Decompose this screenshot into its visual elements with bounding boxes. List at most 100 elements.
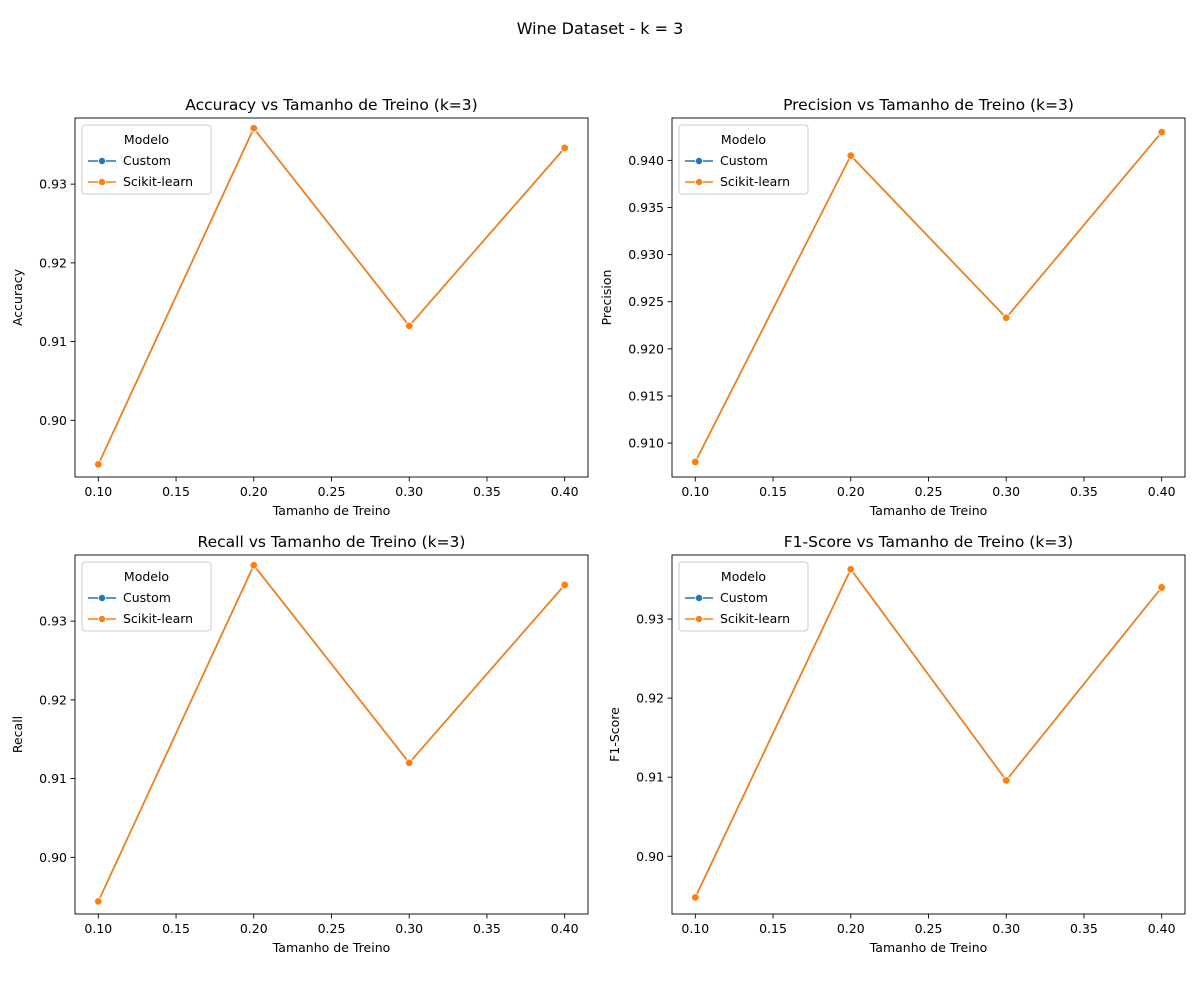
legend-label: Scikit-learn xyxy=(123,174,193,189)
y-axis-label: Accuracy xyxy=(10,268,25,326)
data-point-scikit-learn xyxy=(405,321,414,331)
x-tick-label: 0.35 xyxy=(473,484,501,499)
x-tick-label: 0.20 xyxy=(240,484,268,499)
x-tick-label: 0.40 xyxy=(1148,921,1176,936)
series-line-scikit-learn xyxy=(97,564,566,902)
data-point-scikit-learn xyxy=(1157,127,1166,137)
subplot-2: Precision vs Tamanho de Treino (k=3) 0.10… xyxy=(599,96,1186,518)
legend: Modelo Custom Scikit-learn xyxy=(81,124,212,195)
series-line-scikit-learn xyxy=(97,127,566,465)
legend-marker xyxy=(695,594,704,603)
y-tick-label: 0.930 xyxy=(628,247,664,262)
legend: Modelo Custom Scikit-learn xyxy=(81,561,212,632)
subplot-1: Accuracy vs Tamanho de Treino (k=3) 0.10 0… xyxy=(10,96,589,518)
legend-box xyxy=(81,124,212,195)
legend-label: Custom xyxy=(720,590,768,605)
y-axis-label: F1-Score xyxy=(607,707,622,762)
y-tick-label: 0.90 xyxy=(39,850,67,865)
legend-marker xyxy=(695,177,704,186)
x-axis-label: Tamanho de Treino xyxy=(869,503,988,518)
legend-marker xyxy=(98,156,107,165)
y-axis-label: Precision xyxy=(599,270,614,326)
subplot-title: Precision vs Tamanho de Treino (k=3) xyxy=(783,96,1074,114)
legend-label: Custom xyxy=(123,153,171,168)
data-point-scikit-learn xyxy=(691,893,700,902)
subplot-title: F1-Score vs Tamanho de Treino (k=3) xyxy=(784,533,1073,551)
y-tick-label: 0.93 xyxy=(39,614,67,629)
x-tick-label: 0.25 xyxy=(318,921,346,936)
data-point-scikit-learn xyxy=(1157,583,1166,592)
x-tick-label: 0.30 xyxy=(395,484,423,499)
data-point-scikit-learn xyxy=(691,457,700,467)
x-tick-label: 0.40 xyxy=(551,484,579,499)
x-tick-label: 0.10 xyxy=(681,921,709,936)
x-tick-label: 0.30 xyxy=(992,484,1020,499)
subplot-4: F1-Score vs Tamanho de Treino (k=3) 0.10 0… xyxy=(607,533,1186,955)
x-axis-label: Tamanho de Treino xyxy=(272,940,391,955)
x-tick-label: 0.20 xyxy=(837,484,865,499)
x-tick-label: 0.35 xyxy=(473,921,501,936)
y-tick-label: 0.90 xyxy=(636,849,664,864)
y-tick-label: 0.92 xyxy=(39,692,67,707)
legend-marker xyxy=(695,156,704,165)
data-point-scikit-learn xyxy=(249,561,258,570)
legend-label: Custom xyxy=(720,153,768,168)
x-tick-label: 0.15 xyxy=(759,921,787,936)
y-tick-label: 0.915 xyxy=(628,388,664,403)
legend-label: Custom xyxy=(123,590,171,605)
subplot-title: Accuracy vs Tamanho de Treino (k=3) xyxy=(185,96,477,114)
legend-title: Modelo xyxy=(721,569,766,584)
y-tick-label: 0.93 xyxy=(39,177,67,192)
legend-marker xyxy=(98,177,107,186)
y-tick-label: 0.91 xyxy=(39,334,67,349)
data-point-scikit-learn xyxy=(846,565,855,574)
y-axis-label: Recall xyxy=(10,716,25,753)
y-tick-label: 0.93 xyxy=(636,612,664,627)
data-point-scikit-learn xyxy=(560,143,569,153)
x-tick-label: 0.20 xyxy=(240,921,268,936)
legend-label: Scikit-learn xyxy=(720,174,790,189)
x-tick-label: 0.40 xyxy=(551,921,579,936)
series-line-scikit-learn xyxy=(694,568,1163,898)
legend-title: Modelo xyxy=(124,569,169,584)
x-tick-label: 0.40 xyxy=(1148,484,1176,499)
legend-box xyxy=(81,561,212,632)
axes-frame xyxy=(671,554,1186,915)
x-tick-label: 0.30 xyxy=(395,921,423,936)
legend-title: Modelo xyxy=(124,132,169,147)
y-tick-label: 0.935 xyxy=(628,200,664,215)
x-tick-label: 0.15 xyxy=(162,484,190,499)
subplot-3: Recall vs Tamanho de Treino (k=3) 0.10 0.1… xyxy=(10,533,589,955)
data-point-scikit-learn xyxy=(405,758,414,768)
y-tick-label: 0.91 xyxy=(636,770,664,785)
legend-box xyxy=(678,124,809,195)
y-tick-label: 0.940 xyxy=(628,153,664,168)
figure-suptitle: Wine Dataset - k = 3 xyxy=(517,19,684,38)
y-tick-label: 0.90 xyxy=(39,413,67,428)
y-tick-label: 0.92 xyxy=(636,691,664,706)
data-point-scikit-learn xyxy=(560,580,569,590)
legend-label: Scikit-learn xyxy=(123,611,193,626)
x-tick-label: 0.35 xyxy=(1070,484,1098,499)
y-tick-label: 0.91 xyxy=(39,771,67,786)
x-tick-label: 0.10 xyxy=(681,484,709,499)
legend-marker xyxy=(98,615,107,624)
y-tick-label: 0.920 xyxy=(628,341,664,356)
series-line-scikit-learn xyxy=(694,131,1163,463)
legend: Modelo Custom Scikit-learn xyxy=(678,124,809,195)
x-tick-label: 0.20 xyxy=(837,921,865,936)
x-tick-label: 0.30 xyxy=(992,921,1020,936)
y-tick-label: 0.910 xyxy=(628,436,664,451)
legend-title: Modelo xyxy=(721,132,766,147)
data-point-scikit-learn xyxy=(1002,313,1011,322)
legend: Modelo Custom Scikit-learn xyxy=(678,561,809,632)
x-axis-label: Tamanho de Treino xyxy=(272,503,391,518)
axes-frame xyxy=(671,117,1186,478)
legend-marker xyxy=(98,594,107,603)
legend-box xyxy=(678,561,809,632)
x-tick-label: 0.35 xyxy=(1070,921,1098,936)
y-tick-label: 0.92 xyxy=(39,255,67,270)
x-tick-label: 0.10 xyxy=(84,484,112,499)
data-point-scikit-learn xyxy=(94,460,103,469)
